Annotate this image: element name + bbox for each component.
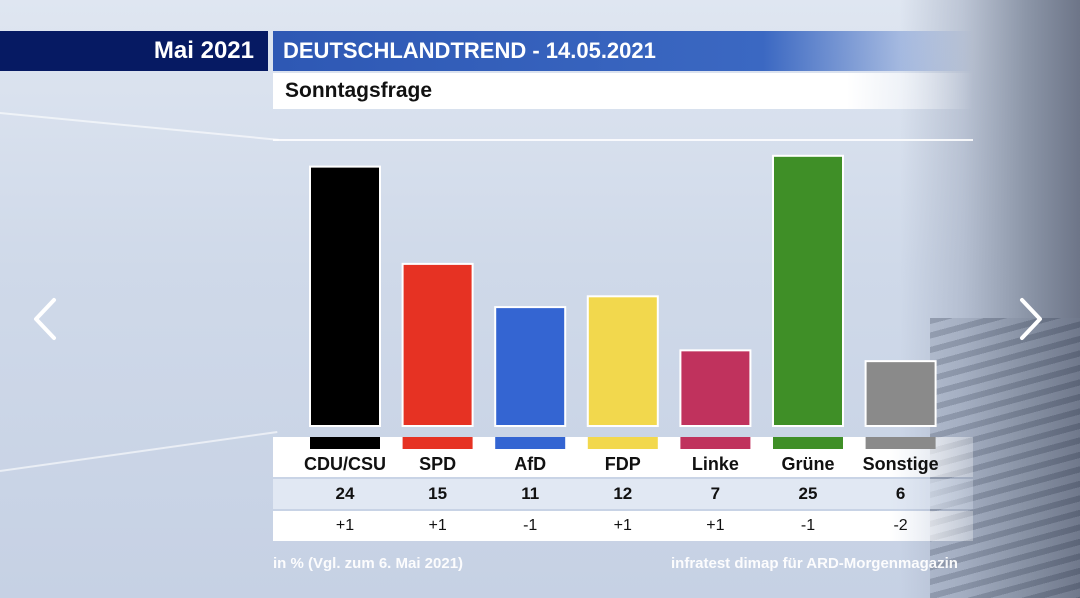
changes-row <box>273 511 973 541</box>
color-strip <box>587 437 658 449</box>
color-strip <box>865 437 936 449</box>
value-label: 6 <box>895 484 906 503</box>
change-label: -2 <box>893 517 908 534</box>
party-label: AfD <box>514 454 547 474</box>
bar-cdu-csu <box>309 165 381 427</box>
change-label: +1 <box>428 517 447 534</box>
party-label: FDP <box>604 454 641 474</box>
chevron-right-icon[interactable] <box>1016 296 1046 342</box>
chart-subtitle: Sonntagsfrage <box>273 73 973 109</box>
color-strip <box>680 437 751 449</box>
bar-sonstige <box>864 360 937 427</box>
value-label: 15 <box>428 484 448 503</box>
change-label: -1 <box>800 517 816 534</box>
chart-title: DEUTSCHLANDTREND - 14.05.2021 <box>273 31 973 71</box>
change-label: +1 <box>706 517 725 534</box>
plot-top-line <box>273 139 973 141</box>
color-strip <box>310 437 380 449</box>
party-label: SPD <box>419 454 457 474</box>
color-strip <box>773 437 843 449</box>
bar-spd <box>401 262 474 427</box>
value-label: 7 <box>710 484 721 503</box>
bar-linke <box>679 349 752 428</box>
value-label: 25 <box>798 484 818 503</box>
party-label: Sonstige <box>862 454 939 474</box>
bar-gr-ne <box>772 154 844 428</box>
party-label: CDU/CSU <box>303 454 386 474</box>
bar-fdp <box>586 295 659 427</box>
chevron-left-icon[interactable] <box>30 296 60 342</box>
color-strip <box>495 437 566 449</box>
value-label: 12 <box>613 484 633 503</box>
period-label: Mai 2021 <box>0 31 268 71</box>
source-note: infratest dimap für ARD-Morgenmagazin <box>671 555 958 572</box>
change-label: +1 <box>613 517 632 534</box>
bar-afd <box>494 306 567 427</box>
party-label: Linke <box>691 454 739 474</box>
color-strip <box>402 437 473 449</box>
value-label: 11 <box>521 484 540 503</box>
change-label: -1 <box>523 517 538 534</box>
footnote: in % (Vgl. zum 6. Mai 2021) <box>273 555 464 572</box>
change-label: +1 <box>335 517 355 534</box>
party-label: Grüne <box>781 454 835 474</box>
values-row <box>273 479 973 509</box>
value-label: 24 <box>335 484 355 503</box>
